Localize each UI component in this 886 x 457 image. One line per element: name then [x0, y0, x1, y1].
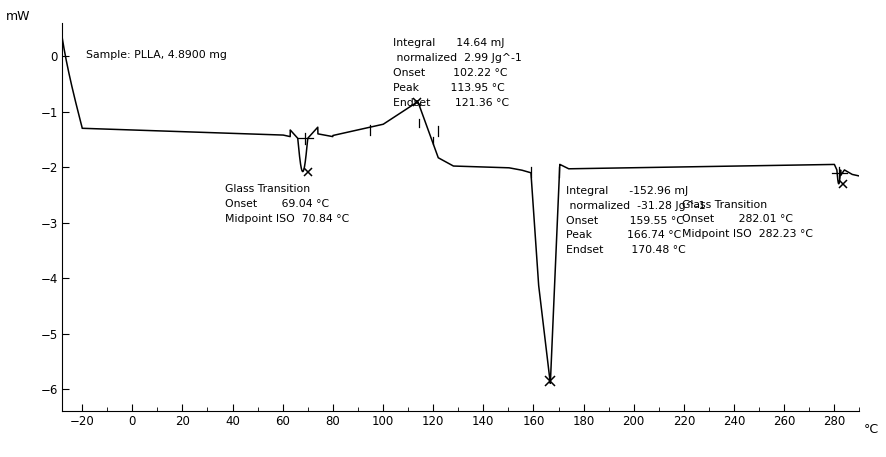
Text: Glass Transition
Onset       282.01 °C
Midpoint ISO  282.23 °C: Glass Transition Onset 282.01 °C Midpoin…	[682, 200, 813, 239]
Text: °C: °C	[863, 423, 879, 436]
Y-axis label: mW: mW	[6, 10, 30, 23]
Text: Sample: PLLA, 4.8900 mg: Sample: PLLA, 4.8900 mg	[86, 50, 227, 60]
Text: Glass Transition
Onset       69.04 °C
Midpoint ISO  70.84 °C: Glass Transition Onset 69.04 °C Midpoint…	[225, 184, 350, 223]
Text: Integral      -152.96 mJ
 normalized  -31.28 Jg^-1
Onset         159.55 °C
Peak : Integral -152.96 mJ normalized -31.28 Jg…	[566, 186, 705, 255]
Text: Integral      14.64 mJ
 normalized  2.99 Jg^-1
Onset        102.22 °C
Peak      : Integral 14.64 mJ normalized 2.99 Jg^-1 …	[392, 38, 522, 107]
